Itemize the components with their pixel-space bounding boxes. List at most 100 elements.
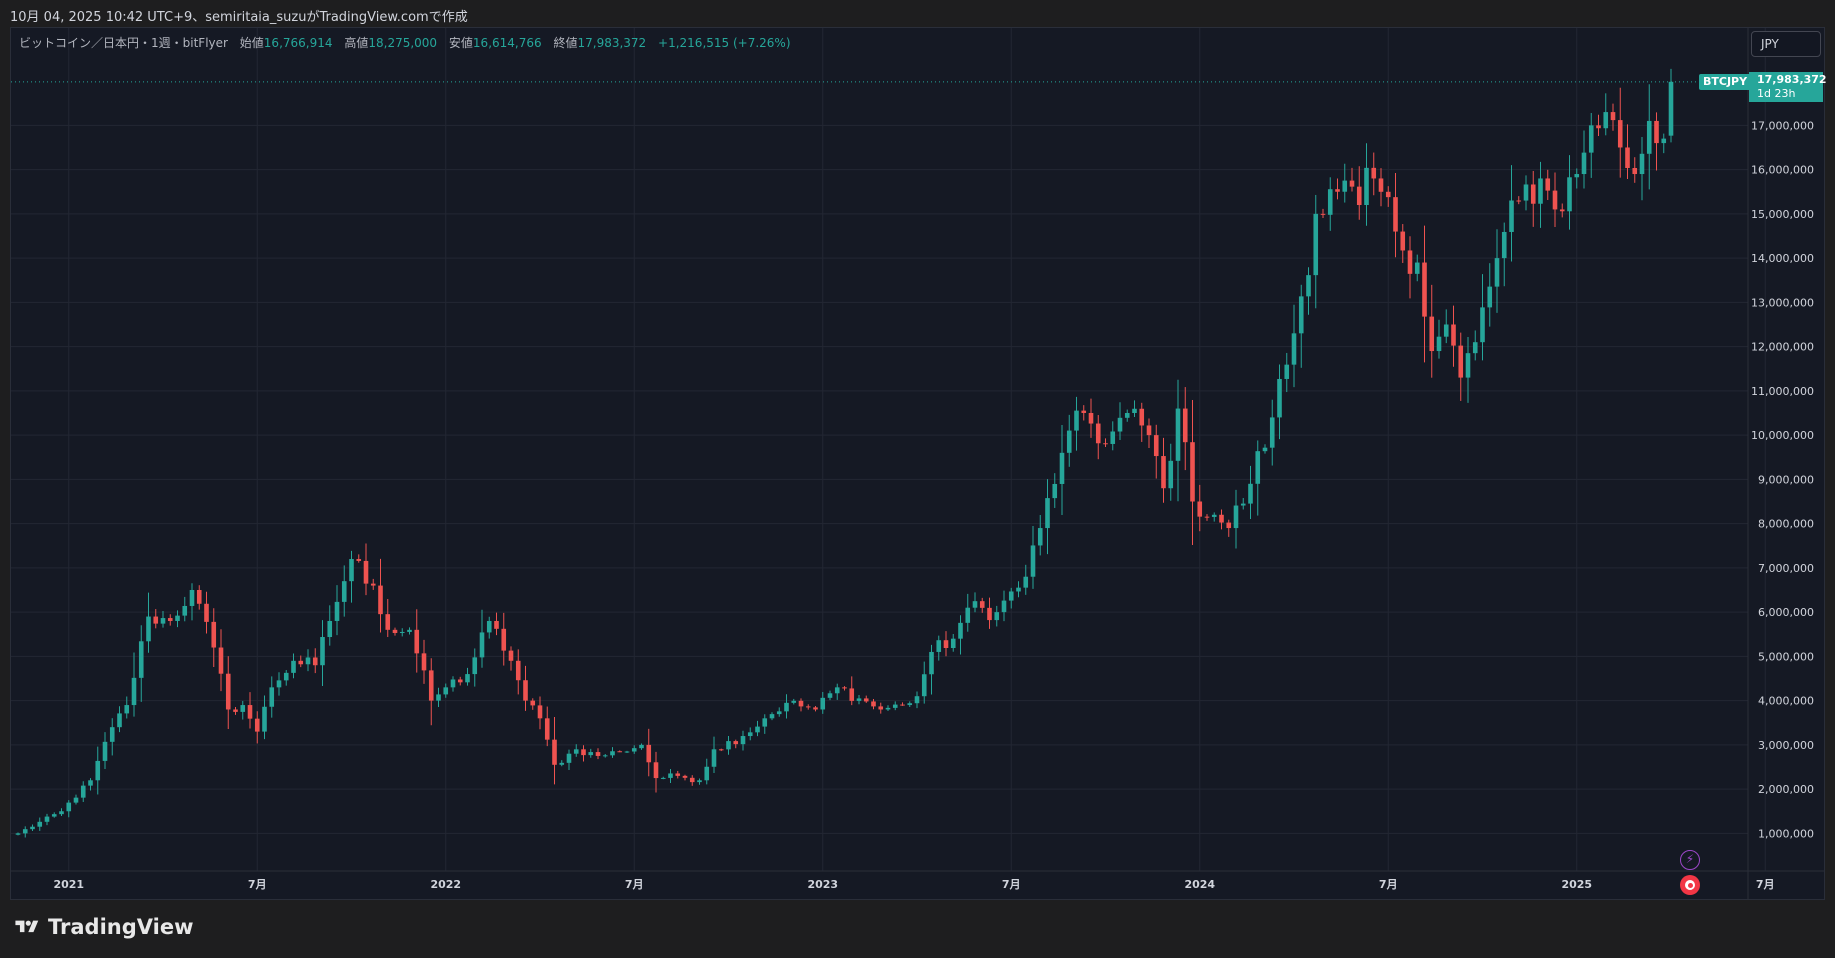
candle-body xyxy=(1523,184,1529,201)
candle-body xyxy=(1291,333,1297,365)
candle-body xyxy=(211,621,217,648)
candlestick-chart[interactable]: 1,000,000 2,000,000 3,000,000 4,000,000 5,00… xyxy=(11,28,1824,899)
candle-body xyxy=(486,620,492,633)
candle-body xyxy=(59,811,64,815)
candle-body xyxy=(117,713,122,728)
candle-body xyxy=(1458,345,1464,378)
candle-body xyxy=(1552,190,1558,210)
tradingview-logo[interactable]: TradingView xyxy=(12,915,193,939)
candle-body xyxy=(247,705,253,719)
candle-body xyxy=(146,616,151,642)
candle-body xyxy=(1603,112,1609,129)
candle-body xyxy=(1356,186,1362,206)
y-tick-label: 13,000,000 xyxy=(1751,296,1814,309)
candle-body xyxy=(1443,324,1449,337)
open-value: 16,766,914 xyxy=(263,36,333,50)
y-tick-label: 4,000,000 xyxy=(1758,695,1814,708)
candle-body xyxy=(1255,451,1261,484)
candle-body xyxy=(1139,408,1145,426)
candle-body xyxy=(755,726,760,733)
candle-body xyxy=(370,583,376,586)
candle-body xyxy=(1132,408,1137,413)
candle-body xyxy=(269,687,275,707)
candle-body xyxy=(1654,120,1659,144)
candle-body xyxy=(240,705,246,712)
candle-body xyxy=(559,762,565,765)
candle-body xyxy=(1422,262,1427,317)
candle-body xyxy=(885,707,891,710)
lightning-icon[interactable]: ⚡ xyxy=(1680,850,1700,870)
candle-body xyxy=(479,632,485,658)
candle-body xyxy=(1400,231,1406,251)
high-value: 18,275,000 xyxy=(368,36,438,50)
candle-body xyxy=(341,581,347,602)
x-tick-label: 7月 xyxy=(1002,878,1021,891)
x-tick-label: 2025 xyxy=(1561,878,1592,891)
candle-body xyxy=(421,653,427,671)
candle-body xyxy=(900,704,905,706)
candle-body xyxy=(566,753,572,763)
candle-body xyxy=(80,785,86,798)
candle-body xyxy=(1103,443,1108,445)
candle-body xyxy=(378,585,383,615)
candle-body xyxy=(385,614,391,630)
candle-body xyxy=(233,709,238,712)
y-tick-label: 3,000,000 xyxy=(1758,739,1814,752)
chart-pane[interactable]: 1,000,000 2,000,000 3,000,000 4,000,000 5,00… xyxy=(10,27,1827,900)
x-tick-label: 2022 xyxy=(430,878,461,891)
low-value: 16,614,766 xyxy=(472,36,542,50)
y-tick-label: 5,000,000 xyxy=(1758,650,1814,663)
candle-body xyxy=(1095,423,1101,444)
candle-body xyxy=(1494,258,1500,287)
candle-body xyxy=(254,718,260,732)
candle-body xyxy=(1610,112,1616,121)
candle-body xyxy=(160,618,166,624)
change-value: +1,216,515 (+7.26%) xyxy=(658,36,791,50)
candle-body xyxy=(1016,587,1021,592)
candle-body xyxy=(1269,417,1275,448)
currency-button[interactable]: JPY xyxy=(1751,31,1821,57)
candle-body xyxy=(1240,503,1246,506)
candle-body xyxy=(457,679,463,683)
y-tick-label: 15,000,000 xyxy=(1751,208,1814,221)
candle-body xyxy=(44,816,50,822)
candle-body xyxy=(1588,125,1594,153)
record-icon[interactable] xyxy=(1680,875,1700,895)
candle-body xyxy=(602,755,608,757)
candle-body xyxy=(1625,147,1630,169)
candle-body xyxy=(965,607,971,623)
candle-body xyxy=(1081,410,1087,413)
candle-body xyxy=(1030,545,1036,577)
candle-body xyxy=(552,739,557,765)
candle-body xyxy=(1414,262,1420,274)
candle-body xyxy=(37,821,43,827)
candle-body xyxy=(1617,120,1623,148)
brand-name: TradingView xyxy=(48,915,194,939)
candle-body xyxy=(1596,125,1601,129)
y-tick-label: 14,000,000 xyxy=(1751,252,1814,265)
candle-body xyxy=(610,751,615,756)
candle-body xyxy=(929,651,934,675)
x-tick-label: 2021 xyxy=(53,878,84,891)
candle-body xyxy=(1219,514,1224,523)
candle-body xyxy=(972,601,978,608)
candle-body xyxy=(776,711,782,715)
candle-body xyxy=(428,670,434,701)
y-tick-label: 16,000,000 xyxy=(1751,164,1814,177)
candle-body xyxy=(537,705,543,719)
candle-body xyxy=(544,718,550,740)
candle-body xyxy=(1088,412,1094,424)
candle-body xyxy=(501,628,507,651)
candle-body xyxy=(979,601,985,608)
candle-body xyxy=(1472,342,1478,354)
y-tick-label: 17,000,000 xyxy=(1751,119,1814,132)
candle-body xyxy=(225,673,231,710)
x-tick-label: 7月 xyxy=(625,878,644,891)
candle-body xyxy=(1168,460,1174,489)
candle-body xyxy=(399,631,405,633)
candle-body xyxy=(849,688,855,701)
candle-body xyxy=(1342,180,1348,192)
candle-body xyxy=(327,620,333,638)
candle-body xyxy=(494,620,499,629)
candle-body xyxy=(175,615,180,621)
